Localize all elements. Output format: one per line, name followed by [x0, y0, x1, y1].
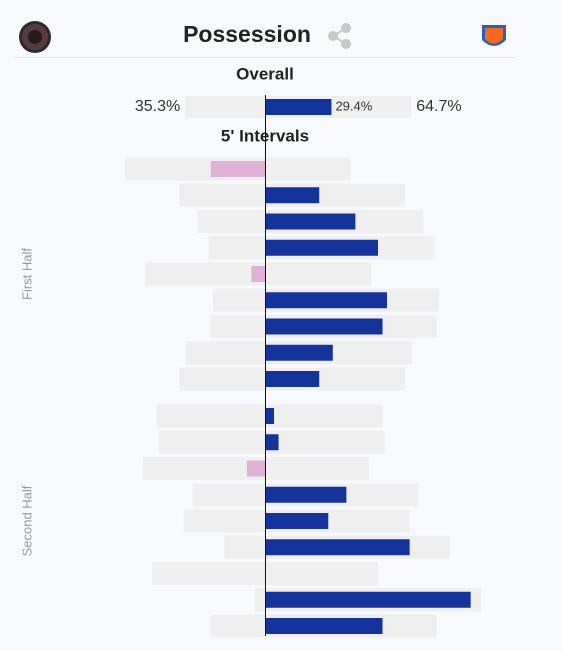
home-bar	[158, 430, 265, 454]
away-diff-bar	[265, 591, 471, 608]
home-bar	[254, 588, 265, 612]
away-diff-bar	[265, 513, 329, 529]
away-diff-bar	[265, 292, 388, 309]
home-bar	[185, 341, 265, 365]
away-diff-bar	[265, 187, 320, 204]
home-logo	[19, 21, 51, 53]
away-diff-bar	[265, 539, 410, 556]
half-label: Second Half	[19, 485, 34, 556]
home-bar	[224, 535, 265, 559]
away-diff-bar	[265, 486, 347, 503]
away-diff-bar	[265, 618, 383, 634]
home-bar	[183, 509, 265, 533]
title: Possession	[183, 21, 311, 47]
home-bar	[145, 262, 265, 286]
home-bar	[156, 404, 265, 428]
home-bar	[142, 457, 265, 480]
home-bar	[208, 236, 265, 260]
away-diff-bar	[265, 371, 320, 387]
home-bar	[210, 315, 265, 338]
away-diff-bar	[265, 318, 383, 335]
away-diff-bar	[265, 408, 275, 424]
away-bar	[265, 457, 369, 480]
away-bar	[265, 157, 351, 181]
home-bar	[213, 288, 265, 312]
away-bar	[265, 262, 372, 286]
home-bar	[152, 562, 265, 585]
away-diff-bar	[265, 213, 356, 230]
away-bar	[265, 562, 378, 585]
share-icon[interactable]	[328, 23, 351, 49]
away-bar	[265, 430, 385, 454]
overall-home-label: 35.3%	[135, 98, 180, 115]
home-diff-bar	[246, 460, 265, 477]
overall-diff-bar	[265, 99, 332, 115]
home-bar	[192, 483, 265, 507]
half-label: First Half	[19, 248, 34, 300]
home-diff-bar	[251, 266, 265, 282]
away-diff-bar	[265, 239, 378, 256]
away-bar	[265, 404, 383, 428]
away-diff-bar	[265, 344, 333, 361]
overall-diff-label: 29.4%	[335, 98, 372, 113]
home-bar	[197, 210, 265, 233]
home-diff-bar	[210, 161, 265, 177]
away-diff-bar	[265, 434, 279, 451]
overall-title: Overall	[236, 64, 294, 83]
away-logo	[482, 25, 506, 46]
overall-away-label: 64.7%	[416, 98, 461, 115]
overall-home-bar	[185, 96, 265, 118]
home-bar	[179, 183, 265, 207]
home-bar	[179, 367, 265, 391]
home-bar	[210, 614, 265, 638]
